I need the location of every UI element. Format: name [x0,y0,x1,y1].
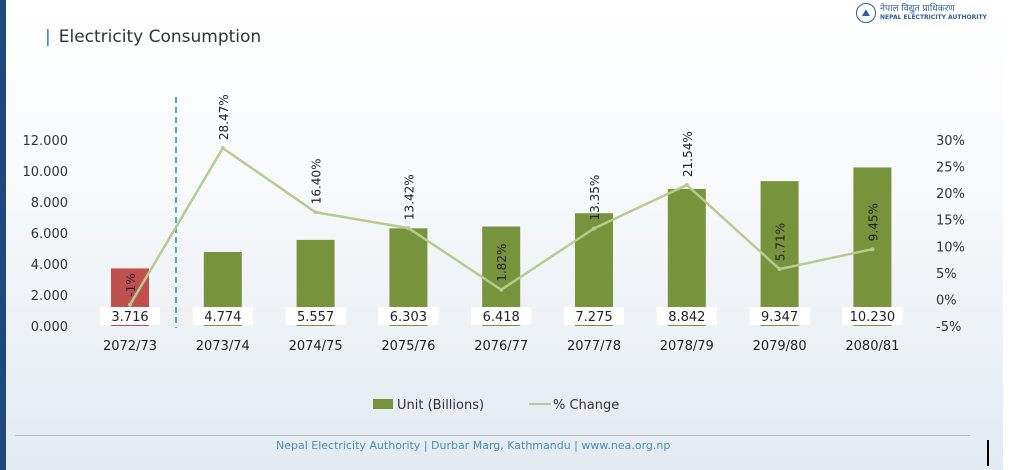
right-axis-tick: 5% [936,267,957,282]
bar-value-label: 5.557 [297,310,334,325]
logo-text-en: NEPAL ELECTRICITY AUTHORITY [880,14,987,21]
right-axis-tick: 30% [936,134,965,149]
x-axis-tick: 2079/80 [753,339,807,354]
bar-value-label-bg [749,307,810,325]
bar [667,188,706,326]
line-point [777,267,782,272]
page-title: | Electricity Consumption [45,27,262,47]
bar-value-label-bg [285,307,346,325]
bar-value-label-bg [564,307,624,325]
bar-value-label: 6.303 [390,310,427,325]
legend-label-change: % Change [553,398,619,413]
line-point [870,247,875,252]
bar-value-label: 10.230 [850,310,896,325]
right-axis-tick: 15% [936,214,965,229]
x-axis-tick: 2078/79 [660,339,714,354]
x-axis-tick: 2075/76 [381,339,435,354]
right-axis-tick: 20% [936,187,965,202]
left-accent-bar [0,0,6,470]
bar-value-label-bg [378,307,439,325]
bar-value-label: 8.842 [668,310,705,325]
line-value-label: 5.71% [774,223,788,261]
left-axis-tick: 10.000 [23,165,69,180]
bar-value-label: 7.275 [575,310,612,325]
line-value-label: 9.45% [866,203,880,241]
right-axis-tick: 10% [936,240,965,255]
bar-value-label-bg [100,307,160,325]
left-axis-tick: 8.000 [31,196,68,211]
bar-value-label-bg [192,307,253,325]
line-point [220,146,225,151]
x-axis-tick: 2076/77 [474,339,528,354]
nea-seal-icon: ⛰ [856,3,876,23]
x-axis-tick: 2074/75 [289,339,343,354]
bar [760,181,799,326]
footer-text: Nepal Electricity Authority | Durbar Mar… [276,439,671,452]
line-point [684,182,689,187]
line-value-label: 13.42% [402,174,416,220]
line-value-label: 28.47% [217,94,231,140]
title-text: Electricity Consumption [58,27,262,47]
bar-value-label: 9.347 [761,310,798,325]
x-axis-tick: 2073/74 [196,339,250,354]
line-value-label: 1.82% [495,244,509,282]
line-point [313,210,318,215]
legend-label-units: Unit (Billions) [397,398,484,413]
consumption-chart: 0.000 2.000 4.000 6.000 8.000 10.000 12.000 -5%… [23,94,965,413]
right-axis-tick: -5% [936,320,961,335]
x-axis-tick: 2077/78 [567,339,621,354]
line-value-label: 13.35% [588,175,602,221]
right-axis-tick: 0% [936,293,957,308]
bar-value-label-bg [471,307,532,325]
left-axis-tick: 2.000 [31,289,68,304]
bar-value-label-bg [656,307,717,325]
bar-value-label: 6.418 [483,310,520,325]
bar-value-label-bg [842,307,903,325]
x-axis-tick: 2072/73 [103,339,157,354]
footer-divider [15,435,970,436]
line-point [406,226,411,231]
right-axis-tick: 25% [936,161,965,176]
line-point [592,226,596,231]
line-value-label: 21.54% [681,131,695,177]
left-axis-tick: 6.000 [31,227,68,242]
left-axis-tick: 0.000 [31,320,68,335]
bar-value-label: 4.774 [204,310,241,325]
bar [853,167,892,326]
line-value-label: -1% [124,273,138,296]
logo-text-np: नेपाल विद्युत प्राधिकरण [880,4,955,14]
line-point [128,302,132,307]
legend-bar-swatch [373,399,393,409]
line-point [499,287,504,292]
edge-line [987,440,989,466]
line-value-label: 16.40% [310,159,324,205]
bar-value-label: 3.716 [111,310,148,325]
left-axis-tick: 12.000 [23,134,69,149]
x-axis-tick: 2080/81 [845,339,899,354]
left-axis-tick: 4.000 [31,258,68,273]
nea-logo: ⛰ नेपाल विद्युत प्राधिकरण NEPAL ELECTRICI… [856,3,987,23]
